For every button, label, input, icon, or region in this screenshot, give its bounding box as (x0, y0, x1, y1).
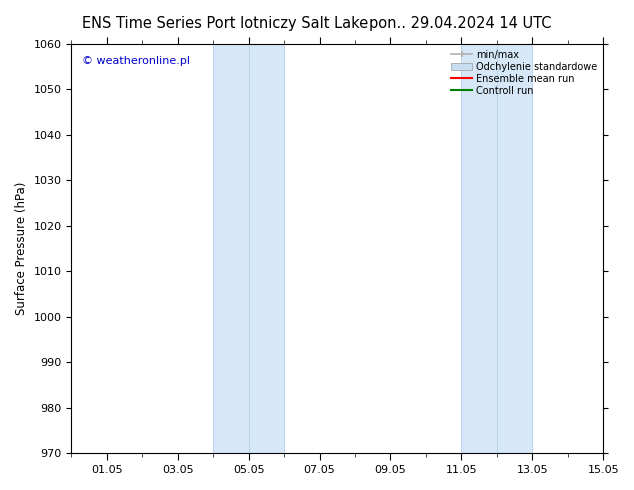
Bar (213, 44, 249, 453)
Bar (497, 44, 533, 453)
Y-axis label: Surface Pressure (hPa): Surface Pressure (hPa) (15, 182, 28, 315)
Text: © weatheronline.pl: © weatheronline.pl (82, 56, 190, 66)
Text: ENS Time Series Port lotniczy Salt Lake: ENS Time Series Port lotniczy Salt Lake (82, 16, 368, 31)
Bar (249, 44, 284, 453)
Bar (462, 44, 497, 453)
Legend: min/max, Odchylenie standardowe, Ensemble mean run, Controll run: min/max, Odchylenie standardowe, Ensembl… (450, 49, 598, 97)
Text: pon.. 29.04.2024 14 UTC: pon.. 29.04.2024 14 UTC (369, 16, 552, 31)
